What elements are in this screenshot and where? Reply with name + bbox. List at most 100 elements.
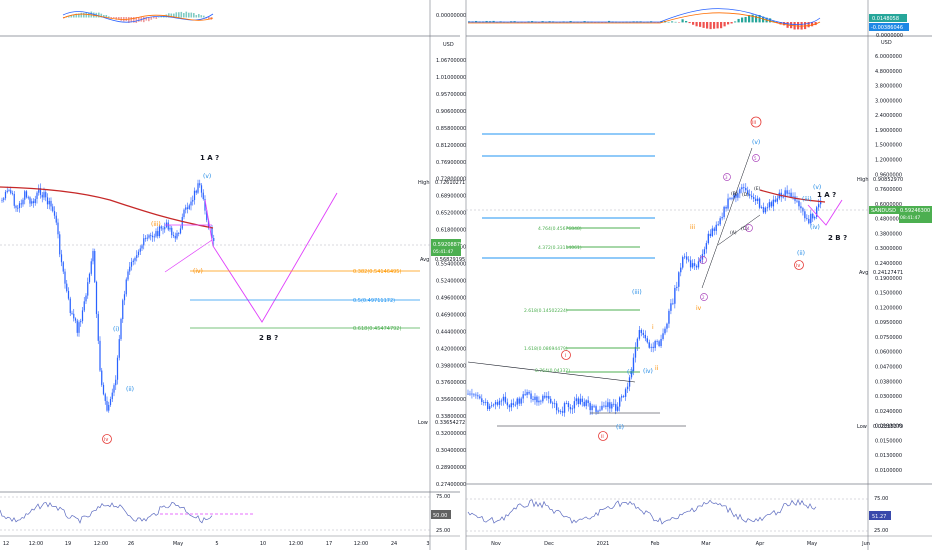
left-candle-body bbox=[29, 197, 31, 204]
left-macd-bar bbox=[163, 16, 165, 18]
right-candle-body bbox=[488, 406, 491, 410]
left-candle-body bbox=[200, 185, 203, 193]
left-chart-panel[interactable]: 0.27400000 0.28900000 0.30400000 0.32000000… bbox=[0, 0, 466, 550]
right-candle-body bbox=[766, 207, 769, 209]
right-macd-bar bbox=[804, 22, 807, 30]
left-candle-body bbox=[148, 235, 150, 238]
right-candle-body bbox=[666, 323, 668, 329]
left-macd-bar bbox=[135, 17, 138, 24]
right-candle-body bbox=[611, 403, 613, 409]
left-rsi-tag-bg bbox=[431, 510, 451, 519]
left-rsi-indicator bbox=[0, 496, 430, 531]
right-candle-body bbox=[648, 342, 650, 348]
right-candle-body bbox=[800, 206, 802, 209]
left-time-tick: 5 bbox=[215, 541, 218, 547]
left-label-1a: 1 A ? bbox=[200, 154, 219, 162]
right-wave-v-blue-2: (v) bbox=[813, 184, 821, 191]
right-candle-body bbox=[788, 192, 790, 194]
right-candle-body bbox=[770, 202, 773, 207]
right-price-tick: 0.0240000 bbox=[875, 409, 902, 415]
left-macd-bar bbox=[110, 17, 113, 19]
right-candle-body bbox=[670, 303, 672, 311]
right-price-tick: 0.6000000 bbox=[875, 202, 902, 208]
left-candle-body bbox=[129, 266, 131, 272]
right-candle-body bbox=[752, 197, 755, 199]
right-price-tick: 0.2400000 bbox=[875, 261, 902, 267]
left-macd-zero-label: 0.00000000 bbox=[436, 13, 466, 19]
left-candle-body bbox=[171, 227, 173, 236]
right-time-axis[interactable]: Nov Dec 2021 Feb Mar Apr May Jun bbox=[491, 541, 870, 547]
left-macd-bar bbox=[155, 17, 158, 19]
right-candle-body bbox=[739, 189, 741, 194]
right-macd-bar bbox=[674, 21, 677, 23]
right-candle-body bbox=[571, 408, 574, 410]
right-macd-bar bbox=[790, 22, 793, 29]
left-price-tick: 0.95700000 bbox=[436, 92, 466, 98]
left-price-tick: 0.52400000 bbox=[436, 278, 466, 284]
right-candle-body bbox=[725, 206, 727, 209]
right-price-tag-time: 08:41:47 bbox=[900, 215, 920, 221]
left-candle-body bbox=[207, 220, 210, 228]
right-candle-body bbox=[772, 199, 775, 207]
right-candle-body bbox=[565, 403, 568, 404]
left-candle-body bbox=[101, 370, 103, 385]
right-candle-body bbox=[810, 213, 812, 224]
right-candle-body bbox=[709, 233, 711, 237]
left-macd-bar bbox=[160, 16, 163, 18]
left-candle-body bbox=[52, 206, 54, 212]
right-price-tag-name-bg bbox=[869, 206, 899, 214]
right-macd-bar bbox=[814, 22, 817, 26]
right-candle-body bbox=[526, 392, 528, 395]
left-candle-body bbox=[94, 251, 96, 282]
right-price-tick: 1.9000000 bbox=[875, 128, 902, 134]
left-candle-body bbox=[153, 236, 155, 238]
right-chart-panel[interactable]: 0.01000000.01300000.01500000.01900000.02… bbox=[465, 0, 932, 550]
right-time-tick: Nov bbox=[491, 541, 501, 547]
right-candle-body bbox=[605, 405, 607, 407]
right-candle-body bbox=[587, 400, 589, 404]
right-candle-body bbox=[609, 402, 611, 409]
left-macd-bar bbox=[103, 14, 105, 18]
left-time-axis[interactable]: 12 12:00 19 12:00 26 May 5 10 12:00 17 12:00 24 3 bbox=[3, 541, 430, 547]
right-avg-label: Avg bbox=[859, 270, 868, 276]
right-candle-body bbox=[607, 402, 609, 407]
left-candle-body bbox=[106, 400, 108, 411]
right-candle-body bbox=[640, 329, 643, 333]
right-candle-body bbox=[544, 395, 546, 398]
left-price-tick: 0.39800000 bbox=[436, 363, 466, 369]
left-projection-path bbox=[204, 192, 338, 323]
right-candle-body bbox=[749, 194, 751, 196]
right-candle-body bbox=[469, 393, 471, 395]
right-candle-body bbox=[532, 398, 534, 400]
left-candle-body bbox=[113, 385, 115, 393]
right-wave-iv-red-circle bbox=[794, 260, 804, 270]
left-candle-body bbox=[71, 312, 73, 314]
left-candle-body bbox=[186, 207, 189, 209]
right-candle-body bbox=[782, 196, 784, 198]
right-macd-bar bbox=[734, 21, 737, 23]
right-low-label: Low bbox=[857, 424, 867, 430]
right-circ-5-label: 5 bbox=[754, 156, 757, 161]
right-macd-bar bbox=[702, 22, 705, 28]
left-candle-body bbox=[151, 235, 154, 238]
right-candle-body bbox=[786, 190, 788, 194]
right-candle-body bbox=[658, 341, 660, 347]
right-price-axis[interactable]: 0.01000000.01300000.01500000.01900000.02… bbox=[875, 54, 902, 474]
right-candle-body bbox=[689, 260, 692, 268]
left-price-tick: 0.68900000 bbox=[436, 194, 466, 200]
left-candle-body bbox=[57, 222, 59, 235]
right-circ-1-label: 1 bbox=[701, 258, 704, 263]
left-price-tick: 0.90600000 bbox=[436, 109, 466, 115]
left-macd-bar bbox=[70, 15, 73, 18]
right-candle-body bbox=[660, 338, 662, 347]
left-macd-bar bbox=[108, 16, 110, 18]
left-macd-bar bbox=[98, 12, 100, 18]
right-candle-body bbox=[733, 194, 735, 199]
right-candle-body bbox=[764, 207, 767, 213]
right-candle-body bbox=[479, 396, 481, 399]
left-price-tag-time: 05:41:47 bbox=[433, 249, 453, 255]
right-top-tag-2-bg bbox=[869, 23, 909, 31]
left-candle-body bbox=[36, 192, 38, 199]
left-avg-label: Avg bbox=[420, 257, 429, 263]
right-candle-body bbox=[626, 386, 629, 390]
